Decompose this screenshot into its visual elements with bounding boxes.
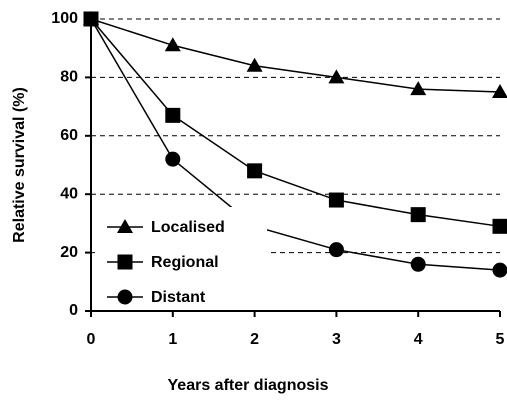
marker [492,262,507,278]
legend-label: Distant [151,289,206,306]
x-tick-label: 2 [250,331,259,348]
y-tick-label: 20 [60,244,78,261]
marker [328,192,344,208]
marker [117,219,133,233]
x-axis-label: Years after diagnosis [168,377,329,394]
marker [164,37,181,52]
marker [410,207,426,223]
x-tick-label: 1 [168,331,177,348]
marker [247,163,263,179]
x-tick-label: 4 [414,331,423,348]
marker [492,84,507,98]
y-tick-label: 0 [69,302,78,319]
x-tick-label: 3 [332,331,341,348]
legend-label: Regional [151,254,219,271]
marker [165,151,181,167]
marker [117,254,133,270]
x-tick-label: 0 [87,331,96,348]
series-line [90,18,501,271]
y-tick-label: 100 [51,10,78,27]
marker [246,57,263,72]
series-line [90,18,501,228]
marker [328,242,344,258]
legend-label: Localised [151,219,225,236]
x-tick-label: 5 [496,331,505,348]
marker [165,107,181,123]
marker [410,256,426,272]
marker [492,218,507,234]
marker [83,11,99,27]
y-tick-label: 40 [60,185,78,202]
marker [117,289,133,305]
y-tick-label: 60 [60,127,78,144]
marker [410,81,427,96]
series-line [90,18,501,93]
y-axis-label: Relative survival (%) [11,87,28,243]
y-tick-label: 80 [60,69,78,86]
marker [328,69,345,84]
